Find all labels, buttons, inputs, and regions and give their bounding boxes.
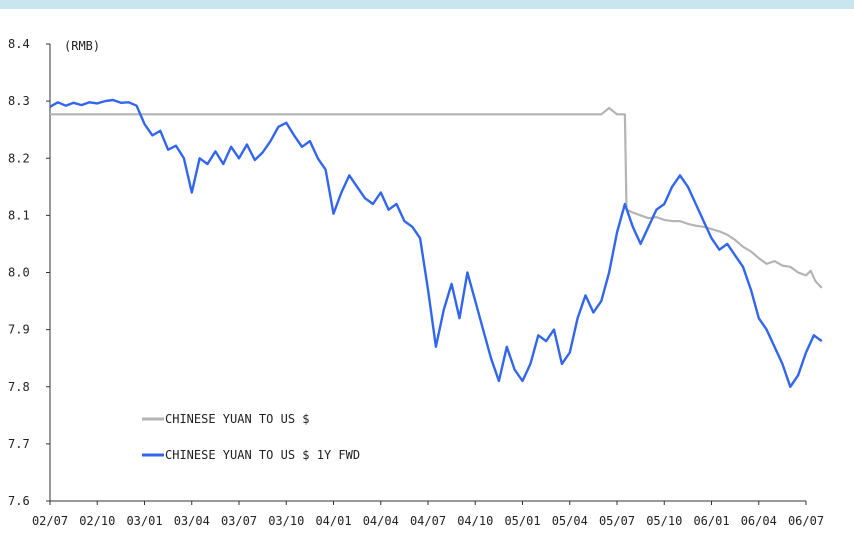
legend: CHINESE YUAN TO US $ CHINESE YUAN TO US $… [142, 412, 360, 462]
x-tick-label: 05/10 [646, 514, 682, 528]
y-tick-label: 7.9 [8, 323, 30, 337]
x-tick-label: 03/07 [221, 514, 257, 528]
x-tick-label: 03/10 [268, 514, 304, 528]
y-tick-label: 8.2 [8, 151, 30, 165]
y-unit-label: (RMB) [64, 39, 100, 53]
x-tick-label: 05/01 [504, 514, 540, 528]
x-tick-label: 03/04 [174, 514, 210, 528]
x-tick-label: 06/01 [693, 514, 729, 528]
x-tick-label: 04/07 [410, 514, 446, 528]
x-tick-label: 03/01 [126, 514, 162, 528]
x-tick-label: 05/04 [552, 514, 588, 528]
y-tick-label: 7.7 [8, 437, 30, 451]
x-tick-label: 04/04 [363, 514, 399, 528]
y-tick-label: 8.1 [8, 208, 30, 222]
x-tick-label: 02/07 [32, 514, 68, 528]
legend-label-1: CHINESE YUAN TO US $ [165, 412, 310, 426]
y-tick-label: 8.0 [8, 266, 30, 280]
y-tick-label: 8.3 [8, 94, 30, 108]
y-axis-ticks: 7.6 7.7 7.8 7.9 8.0 8.1 8.2 8.3 8.4 [8, 37, 50, 508]
series-line-2 [49, 98, 823, 388]
x-tick-label: 06/07 [788, 514, 824, 528]
x-tick-label: 05/07 [599, 514, 635, 528]
x-axis-ticks: 02/07 02/10 03/01 03/04 03/07 03/10 04/01 04/04… [32, 501, 824, 528]
y-tick-label: 7.6 [8, 494, 30, 508]
axes [49, 44, 806, 502]
legend-label-2: CHINESE YUAN TO US $ 1Y FWD [165, 448, 360, 462]
top-band [0, 0, 854, 9]
x-tick-label: 02/10 [79, 514, 115, 528]
x-tick-label: 06/04 [741, 514, 777, 528]
series-line-1 [50, 106, 823, 289]
y-tick-label: 8.4 [8, 37, 30, 51]
x-tick-label: 04/01 [315, 514, 351, 528]
x-tick-label: 04/10 [457, 514, 493, 528]
y-tick-label: 7.8 [8, 380, 30, 394]
series-group [49, 98, 823, 388]
